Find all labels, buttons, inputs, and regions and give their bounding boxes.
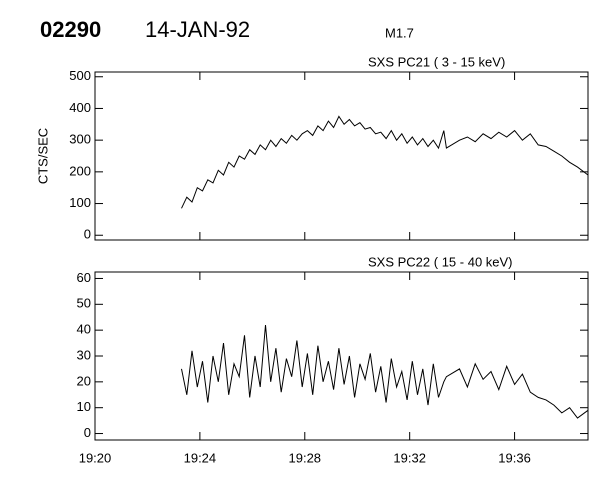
count-rate-line: [181, 324, 589, 419]
x-tick-label: 19:28: [289, 450, 322, 465]
y-tick-label: 10: [77, 399, 91, 414]
y-tick-label: 0: [84, 227, 91, 242]
panel-subtitle: SXS PC21 ( 3 - 15 keV): [368, 54, 505, 69]
y-tick-label: 300: [69, 132, 91, 147]
y-tick-label: 30: [77, 347, 91, 362]
flare-class: M1.7: [385, 25, 414, 40]
event-date: 14-JAN-92: [145, 17, 250, 42]
y-tick-label: 60: [77, 270, 91, 285]
x-tick-label: 19:32: [393, 450, 426, 465]
y-tick-label: 50: [77, 296, 91, 311]
y-axis-label: CTS/SEC: [35, 128, 50, 184]
y-tick-label: 0: [84, 425, 91, 440]
plot-frame: [94, 271, 589, 441]
y-tick-label: 100: [69, 195, 91, 210]
y-tick-label: 500: [69, 68, 91, 83]
y-tick-label: 20: [77, 373, 91, 388]
y-tick-label: 200: [69, 163, 91, 178]
panel-subtitle: SXS PC22 ( 15 - 40 keV): [368, 254, 513, 269]
x-tick-label: 19:24: [184, 450, 217, 465]
x-tick-label: 19:36: [498, 450, 531, 465]
event-id: 02290: [40, 17, 101, 42]
y-tick-label: 40: [77, 322, 91, 337]
y-tick-label: 400: [69, 100, 91, 115]
x-tick-label: 19:20: [79, 450, 112, 465]
count-rate-line: [181, 115, 589, 209]
plot-frame: [94, 71, 589, 241]
